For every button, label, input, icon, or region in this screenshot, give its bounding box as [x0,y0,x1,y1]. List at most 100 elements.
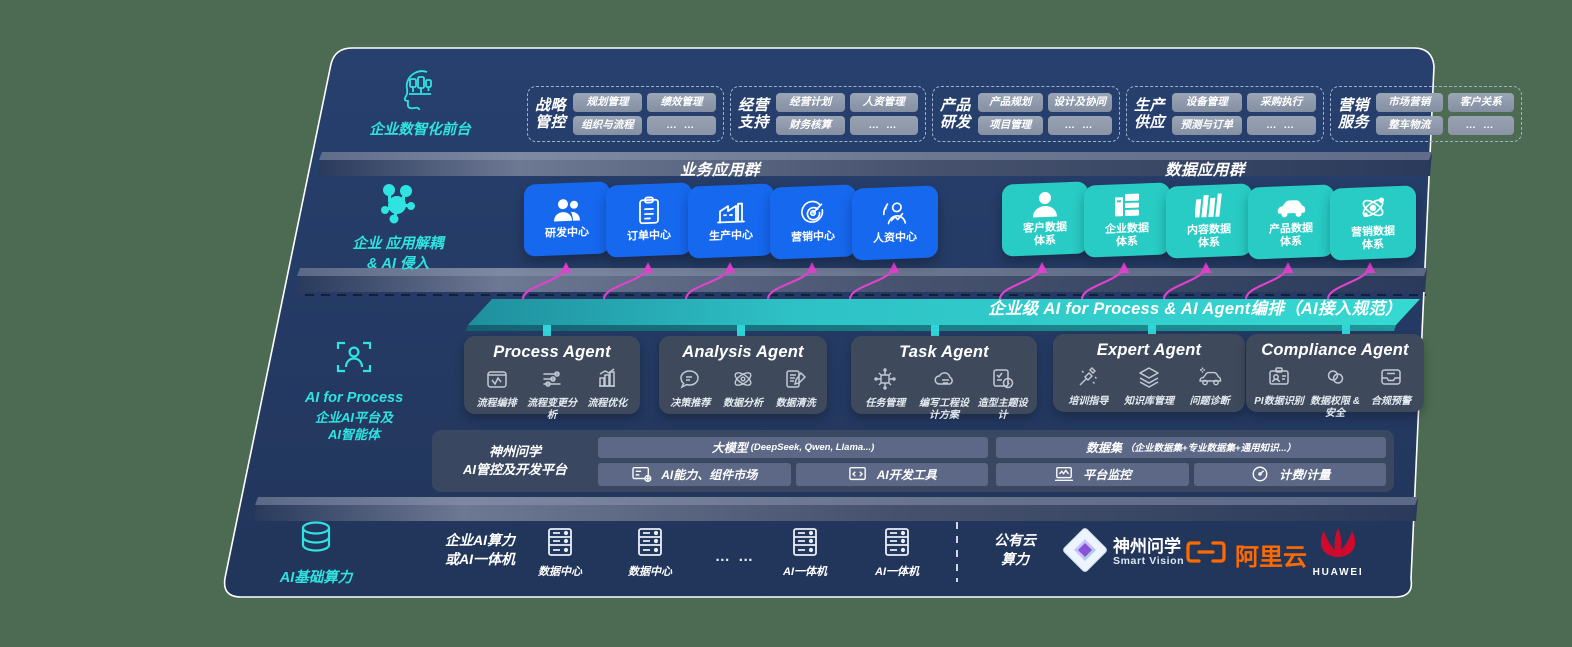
front-office-chip[interactable]: 项目管理 [978,116,1043,135]
business-app-card[interactable]: 研发中心 [524,181,610,257]
front-office-chip[interactable]: 财务核算 [776,116,845,135]
agent-capabilities: 任务管理 编写工程设计方案 造型主题设计 [857,367,1031,421]
infra-node[interactable]: 数据中心 [615,526,685,580]
front-office-chip[interactable]: … … [849,116,918,135]
agent-capability[interactable]: 流程优化 [581,367,634,410]
database-icon [230,518,402,563]
agent-capability[interactable]: 数据权限 & 安全 [1308,365,1362,419]
front-office-chip[interactable]: 整车物流 [1376,116,1443,135]
platform-right-col: 数据集 （企业数据集+专业数据集+通用知识...） 平台监控 [996,436,1386,486]
data-app-card[interactable]: 客户数据 体系 [1002,181,1088,257]
business-group-title: 业务应用群 [679,162,760,179]
factory-icon [715,198,747,227]
agent-card[interactable]: Analysis Agent 决策推荐 数据分析 数据清洗 [659,336,827,414]
connector-arrowheads [560,262,1376,273]
front-office-chip[interactable]: 市场营销 [1376,93,1443,112]
data-app-card[interactable]: 产品数据 体系 [1248,184,1334,260]
billing-metering-label: 计费/计量 [1279,467,1331,482]
front-office-chip[interactable]: 设备管理 [1172,93,1242,112]
data-app-card[interactable]: 企业数据 体系 [1084,182,1170,258]
front-office-chip[interactable]: 组织与流程 [573,116,642,135]
business-app-card[interactable]: 订单中心 [606,182,692,258]
business-app-card[interactable]: 人资中心 [852,185,938,261]
platform-right-cells: 平台监控 计费/计量 [996,462,1386,486]
front-office-chip[interactable]: 规划管理 [573,93,642,112]
agent-capability[interactable]: 决策推荐 [665,367,716,410]
agent-title: Analysis Agent [682,343,804,361]
front-office-group[interactable]: 战略 管控 规划管理 绩效管理 组织与流程 … … [527,86,724,142]
agent-capability[interactable]: 数据清洗 [770,367,821,410]
agent-card[interactable]: Compliance Agent PI数据识别 数据权限 & 安全 合规预警 [1246,334,1424,419]
business-app-card[interactable]: 营销中心 [770,184,856,260]
large-model-label: 大模型 [711,440,748,455]
agent-card[interactable]: Expert Agent 培训指导 知识库管理 问题诊断 [1053,334,1245,412]
billing-metering-cell[interactable]: 计费/计量 [1193,462,1386,486]
dataset-label: 数据集 [1085,440,1122,455]
front-office-group[interactable]: 营销 服务 市场营销 客户关系 整车物流… … [1330,86,1522,142]
agent-capability-label: 决策推荐 [670,398,711,409]
dataset-bar[interactable]: 数据集 （企业数据集+专业数据集+通用知识...） [996,436,1386,458]
front-office-chip[interactable]: 采购执行 [1246,93,1316,112]
agent-capability[interactable]: PI数据识别 [1252,365,1306,408]
agent-capability-label: 数据分析 [723,398,763,409]
platform-left-cells: AI能力、组件市场 AI开发工具 [598,462,988,486]
large-model-bar[interactable]: 大模型 (DeepSeek, Qwen, Llama...) [598,436,988,458]
agent-capability[interactable]: 培训指导 [1059,365,1118,408]
agent-capability[interactable]: 流程变更分析 [525,367,578,421]
public-cloud-title-text: 公有云 算力 [994,532,1036,567]
business-app-card[interactable]: 生产中心 [688,183,774,259]
front-office-chip[interactable]: … … [1447,116,1514,135]
agent-card[interactable]: Process Agent 流程编排 流程变更分析 流程优化 [464,336,640,421]
front-office-chip[interactable]: … … [647,116,716,135]
agent-capability[interactable]: 问题诊断 [1180,365,1239,408]
agent-card[interactable]: Task Agent 任务管理 编写工程设计方案 造型主题设计 [851,336,1037,421]
front-office-chip[interactable]: 绩效管理 [647,93,716,112]
front-office-chip[interactable]: 人资管理 [849,93,918,112]
front-office-chip[interactable]: 经营计划 [776,93,845,112]
components-market-icon [631,465,653,483]
front-office-group[interactable]: 产品 研发 产品规划 设计及协同 项目管理… … [932,86,1120,142]
ai-dev-tools-cell[interactable]: AI开发工具 [795,462,988,486]
front-office-group[interactable]: 经营 支持 经营计划 人资管理 财务核算… … [730,86,926,142]
agent-capability[interactable]: 造型主题设计 [974,367,1031,421]
infra-node[interactable]: 数据中心 [525,526,595,580]
front-office-chips: 经营计划 人资管理 财务核算… … [776,93,918,135]
agent-capability[interactable]: 任务管理 [857,367,914,410]
front-office-group[interactable]: 生产 供应 设备管理 采购执行 预测与订单… … [1126,86,1324,142]
agent-title: Process Agent [493,343,611,361]
vendor-shenzhou-sub: Smart Vision [1113,554,1185,567]
training-icon [1076,365,1100,394]
data-app-card[interactable]: 营销数据 体系 [1330,185,1416,261]
business-app-card-label: 人资中心 [873,231,917,246]
agent-capability[interactable]: 流程编排 [470,367,523,410]
agent-capability[interactable]: 编写工程设计方案 [916,367,973,421]
front-office-chip[interactable]: … … [1246,116,1316,135]
agent-capability-label: 任务管理 [865,398,906,409]
data-app-card[interactable]: 内容数据 体系 [1166,183,1252,259]
infra-node[interactable]: AI一体机 [770,526,840,580]
agent-capability[interactable]: 合规预警 [1364,365,1418,408]
front-office-chip[interactable]: 产品规划 [978,93,1043,112]
permission-icon [1323,365,1347,394]
front-office-chips: 市场营销 客户关系 整车物流… … [1376,93,1514,135]
ai-components-market-cell[interactable]: AI能力、组件市场 [598,462,791,486]
vendor-shenzhou[interactable]: 神州问学 Smart Vision [1063,528,1184,577]
vendor-aliyun[interactable]: 阿里云 [1185,537,1307,572]
infra-node-label: 数据中心 [538,566,582,578]
infra-node[interactable]: AI一体机 [862,526,932,580]
agent-capability[interactable]: 数据分析 [718,367,769,410]
platform-row: 神州问学 AI管控及开发平台 大模型 (DeepSeek, Qwen, Llam… [432,430,1394,492]
front-office-chip[interactable]: … … [1047,116,1112,135]
agent-capability[interactable]: 知识库管理 [1120,365,1179,408]
infra-node[interactable]: … … [700,548,770,565]
front-office-chip[interactable]: 设计及协同 [1047,93,1112,112]
front-office-chip[interactable]: 预测与订单 [1172,116,1242,135]
layers-icon [1137,365,1161,394]
front-office-chip[interactable]: 客户关系 [1447,93,1514,112]
agent-capability-label: 合规预警 [1371,396,1411,407]
sliders-icon [540,367,564,396]
server-icon [615,526,685,563]
platform-monitor-cell[interactable]: 平台监控 [996,462,1189,486]
alert-inbox-icon [1379,365,1403,394]
vendor-huawei[interactable]: HUAWEI [1305,525,1371,578]
